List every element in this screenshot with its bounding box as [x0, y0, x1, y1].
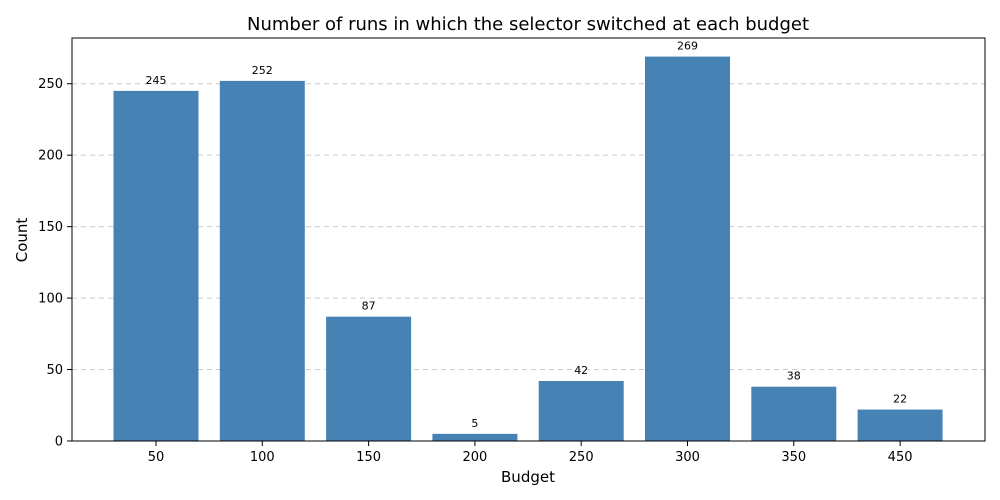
- bar-50: [113, 90, 199, 441]
- y-tick-label: 50: [46, 363, 63, 378]
- y-tick-label: 200: [38, 149, 63, 164]
- x-tick-label: 250: [569, 450, 594, 465]
- data-label-450: 22: [893, 393, 907, 406]
- data-label-350: 38: [787, 370, 801, 383]
- bar-350: [751, 386, 837, 441]
- y-tick-label: 100: [38, 292, 63, 307]
- x-axis-label: Budget: [501, 468, 555, 486]
- bars: [113, 56, 943, 442]
- bar-100: [219, 80, 305, 441]
- data-label-150: 87: [362, 300, 376, 313]
- bar-450: [857, 409, 943, 441]
- x-tick-label: 100: [250, 450, 275, 465]
- plot-frame: [71, 37, 986, 442]
- bar-200: [432, 433, 518, 441]
- y-tick-label: 150: [38, 220, 63, 235]
- data-label-250: 42: [574, 364, 588, 377]
- bar-150: [326, 316, 412, 441]
- y-axis-label: Count: [13, 218, 31, 263]
- data-label-200: 5: [471, 417, 478, 430]
- grid-lines: [72, 83, 985, 371]
- y-tick-label: 250: [38, 77, 63, 92]
- x-tick-label: 200: [462, 450, 487, 465]
- x-tick-label: 50: [148, 450, 165, 465]
- x-tick-label: 350: [781, 450, 806, 465]
- x-tick-label: 150: [356, 450, 381, 465]
- data-label-50: 245: [146, 74, 167, 87]
- bar-250: [538, 380, 624, 441]
- data-labels: 245 252 87 5 42 269 38 22: [146, 40, 908, 430]
- x-axis-ticks: 50 100 150 200 250 300 350 450: [148, 441, 913, 465]
- x-tick-label: 300: [675, 450, 700, 465]
- bar-300: [645, 56, 730, 442]
- data-label-100: 252: [252, 64, 273, 77]
- y-tick-label: 0: [55, 435, 63, 450]
- chart-title: Number of runs in which the selector swi…: [247, 14, 809, 35]
- data-label-300: 269: [677, 40, 698, 53]
- x-tick-label: 450: [888, 450, 913, 465]
- y-axis-ticks: 0 50 100 150 200 250: [38, 77, 72, 450]
